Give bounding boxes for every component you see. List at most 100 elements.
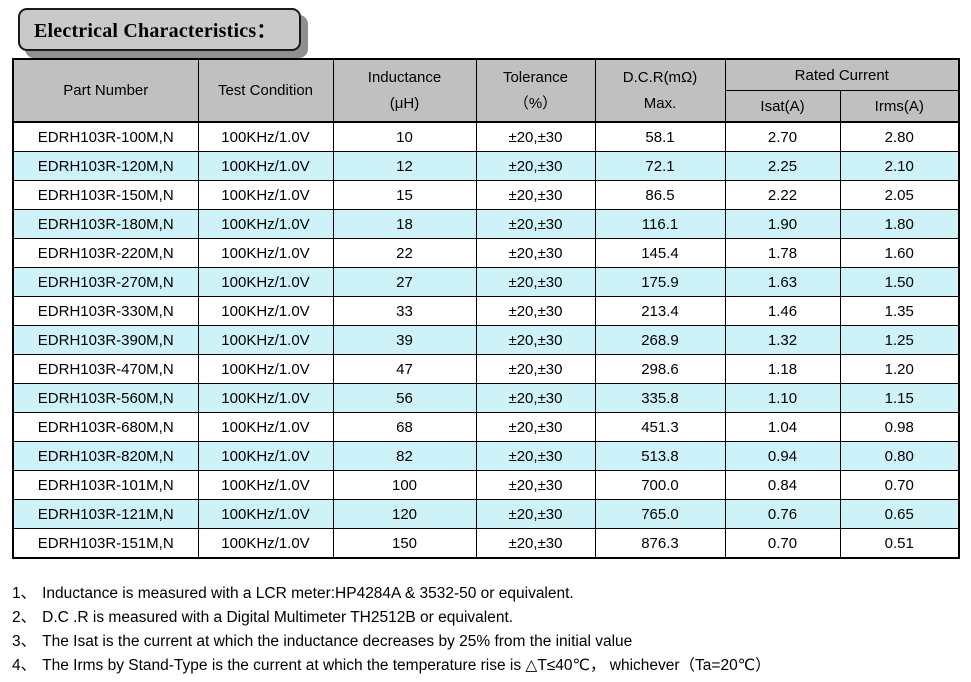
cell-test-condition: 100KHz/1.0V	[197, 441, 334, 471]
cell-inductance: 39	[332, 325, 477, 355]
cell-tolerance: ±20,±30	[475, 354, 596, 384]
cell-isat: 0.76	[724, 499, 841, 529]
cell-isat: 1.46	[724, 296, 841, 326]
cell-test-condition: 100KHz/1.0V	[197, 325, 334, 355]
cell-tolerance: ±20,±30	[475, 151, 596, 181]
note-text: Inductance is measured with a LCR meter:…	[42, 585, 574, 602]
cell-part-number: EDRH103R-151M,N	[12, 528, 199, 559]
table-row: EDRH103R-270M,N 100KHz/1.0V 27 ±20,±30 175.9…	[12, 267, 960, 297]
cell-irms: 2.05	[839, 180, 960, 210]
cell-dcr-max: 72.1	[594, 151, 726, 181]
header-tolerance: Tolerance （%）	[475, 58, 596, 123]
cell-tolerance: ±20,±30	[475, 499, 596, 529]
cell-irms: 1.35	[839, 296, 960, 326]
cell-isat: 1.78	[724, 238, 841, 268]
cell-dcr-max: 213.4	[594, 296, 726, 326]
note-text: The Irms by Stand-Type is the current at…	[42, 657, 771, 674]
table-row: EDRH103R-820M,N 100KHz/1.0V 82 ±20,±30 513.8…	[12, 441, 960, 471]
cell-irms: 1.20	[839, 354, 960, 384]
table-row: EDRH103R-180M,N 100KHz/1.0V 18 ±20,±30 116.1…	[12, 209, 960, 239]
cell-isat: 2.70	[724, 121, 841, 152]
cell-test-condition: 100KHz/1.0V	[197, 151, 334, 181]
note-text: D.C .R is measured with a Digital Multim…	[42, 609, 514, 626]
table-row: EDRH103R-151M,N 100KHz/1.0V 150 ±20,±30 876.…	[12, 528, 960, 559]
cell-test-condition: 100KHz/1.0V	[197, 412, 334, 442]
cell-tolerance: ±20,±30	[475, 325, 596, 355]
header-rated-current: Rated Current	[724, 58, 960, 91]
note-number: 3、	[12, 633, 37, 650]
note-number: 4、	[12, 657, 37, 674]
cell-irms: 1.25	[839, 325, 960, 355]
cell-isat: 1.18	[724, 354, 841, 384]
cell-part-number: EDRH103R-390M,N	[12, 325, 199, 355]
cell-test-condition: 100KHz/1.0V	[197, 470, 334, 500]
cell-dcr-max: 116.1	[594, 209, 726, 239]
cell-dcr-max: 58.1	[594, 121, 726, 152]
cell-inductance: 33	[332, 296, 477, 326]
cell-irms: 1.80	[839, 209, 960, 239]
cell-irms: 2.80	[839, 121, 960, 152]
cell-tolerance: ±20,±30	[475, 209, 596, 239]
notes-list: 1、 Inductance is measured with a LCR mete…	[12, 582, 962, 678]
cell-irms: 0.80	[839, 441, 960, 471]
cell-tolerance: ±20,±30	[475, 412, 596, 442]
cell-tolerance: ±20,±30	[475, 470, 596, 500]
cell-tolerance: ±20,±30	[475, 121, 596, 152]
table-row: EDRH103R-220M,N 100KHz/1.0V 22 ±20,±30 145.4…	[12, 238, 960, 268]
electrical-characteristics-table: Part Number Test Condition Inductance (μ…	[12, 58, 960, 559]
cell-test-condition: 100KHz/1.0V	[197, 528, 334, 559]
table-row: EDRH103R-121M,N 100KHz/1.0V 120 ±20,±30 765.…	[12, 499, 960, 529]
header-dcr: D.C.R(mΩ) Max.	[594, 58, 726, 123]
cell-test-condition: 100KHz/1.0V	[197, 354, 334, 384]
cell-inductance: 18	[332, 209, 477, 239]
cell-part-number: EDRH103R-330M,N	[12, 296, 199, 326]
note-line: 2、 D.C .R is measured with a Digital Mult…	[12, 606, 962, 630]
cell-part-number: EDRH103R-270M,N	[12, 267, 199, 297]
cell-part-number: EDRH103R-470M,N	[12, 354, 199, 384]
cell-test-condition: 100KHz/1.0V	[197, 238, 334, 268]
note-line: 1、 Inductance is measured with a LCR mete…	[12, 582, 962, 606]
table-row: EDRH103R-390M,N 100KHz/1.0V 39 ±20,±30 268.9…	[12, 325, 960, 355]
cell-irms: 1.50	[839, 267, 960, 297]
cell-dcr-max: 175.9	[594, 267, 726, 297]
cell-test-condition: 100KHz/1.0V	[197, 209, 334, 239]
cell-test-condition: 100KHz/1.0V	[197, 121, 334, 152]
cell-tolerance: ±20,±30	[475, 180, 596, 210]
table-body: EDRH103R-100M,N 100KHz/1.0V 10 ±20,±30 58.1 2…	[12, 121, 960, 559]
cell-part-number: EDRH103R-121M,N	[12, 499, 199, 529]
cell-part-number: EDRH103R-180M,N	[12, 209, 199, 239]
cell-inductance: 47	[332, 354, 477, 384]
cell-tolerance: ±20,±30	[475, 383, 596, 413]
note-line: 4、 The Irms by Stand-Type is the current …	[12, 654, 962, 678]
table-row: EDRH103R-560M,N 100KHz/1.0V 56 ±20,±30 335.8…	[12, 383, 960, 413]
cell-dcr-max: 765.0	[594, 499, 726, 529]
cell-tolerance: ±20,±30	[475, 267, 596, 297]
cell-tolerance: ±20,±30	[475, 296, 596, 326]
cell-inductance: 100	[332, 470, 477, 500]
note-number: 1、	[12, 585, 37, 602]
cell-dcr-max: 335.8	[594, 383, 726, 413]
cell-dcr-max: 876.3	[594, 528, 726, 559]
cell-inductance: 150	[332, 528, 477, 559]
cell-test-condition: 100KHz/1.0V	[197, 267, 334, 297]
note-text: The Isat is the current at which the ind…	[42, 633, 633, 650]
cell-test-condition: 100KHz/1.0V	[197, 383, 334, 413]
cell-isat: 1.04	[724, 412, 841, 442]
header-dcr-line2: Max.	[643, 94, 677, 112]
cell-inductance: 27	[332, 267, 477, 297]
cell-irms: 0.70	[839, 470, 960, 500]
cell-isat: 1.63	[724, 267, 841, 297]
table-row: EDRH103R-150M,N 100KHz/1.0V 15 ±20,±30 86.5 2…	[12, 180, 960, 210]
cell-tolerance: ±20,±30	[475, 528, 596, 559]
cell-irms: 1.15	[839, 383, 960, 413]
cell-isat: 2.22	[724, 180, 841, 210]
table-row: EDRH103R-100M,N 100KHz/1.0V 10 ±20,±30 58.1 2…	[12, 121, 960, 152]
cell-test-condition: 100KHz/1.0V	[197, 296, 334, 326]
cell-isat: 0.84	[724, 470, 841, 500]
cell-part-number: EDRH103R-101M,N	[12, 470, 199, 500]
cell-isat: 2.25	[724, 151, 841, 181]
cell-irms: 1.60	[839, 238, 960, 268]
cell-part-number: EDRH103R-560M,N	[12, 383, 199, 413]
cell-dcr-max: 298.6	[594, 354, 726, 384]
